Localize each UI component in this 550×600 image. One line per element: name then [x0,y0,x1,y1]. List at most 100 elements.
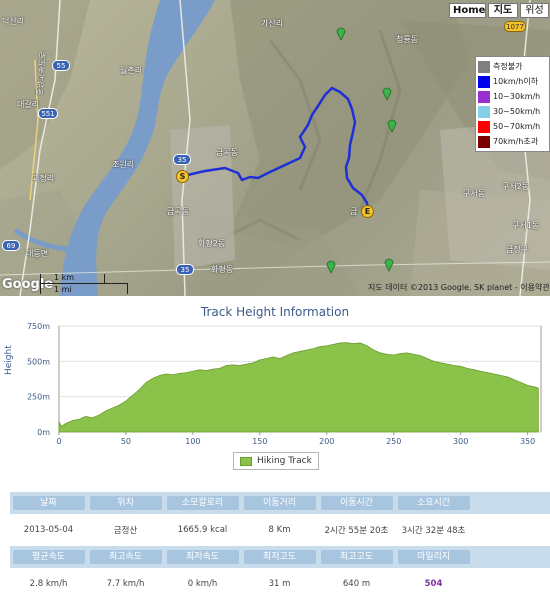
legend-swatch [478,105,490,118]
stats-header-cell: 최저속도 [164,546,241,568]
map-label-place: 구서1동 [512,221,540,230]
legend-swatch [478,75,490,88]
x-tick-label: 200 [319,437,334,446]
scale-bar [40,283,128,284]
map-type-button[interactable]: 지도 [488,3,518,18]
stats-header-label: 최고속도 [89,550,162,564]
stats-value: 8 Km [268,525,291,535]
chart-title: Track Height Information [200,305,350,319]
road-shield: 55 [52,60,70,71]
scale-tick [104,274,105,283]
stats-header-cell: 최고속도 [87,546,164,568]
stats-value: 31 m [268,579,291,589]
map-view[interactable]: 덕산리 가산리 청룡동 월촌리 대갈리 조원리 괴정리 금곡동 금곡동 화평2동… [0,0,550,296]
x-tick-label: 250 [386,437,401,446]
home-button[interactable]: Home [449,3,486,18]
stats-header-cell: 이동거리 [241,492,318,514]
height-chart: Track Height Information Height 0m 250m 50… [0,297,550,477]
stats-value: 2013-05-04 [23,525,74,535]
stats-header-row: 날짜 위치 소모칼로리 이동거리 이동시간 소요시간 [10,492,550,514]
x-tick-label: 50 [121,437,131,446]
stats-header-cell: 평균속도 [10,546,87,568]
stats-value-row: 2013-05-04 금정산 1665.9 kcal 8 Km 2시간 55분 … [10,514,550,546]
stats-header-cell: 소요시간 [395,492,472,514]
road-shield: 35 [173,154,191,165]
stats-header-label: 소모칼로리 [166,496,239,510]
legend-label-hiking: Hiking Track [257,456,312,466]
scale-mi-label: 1 mi [54,285,72,294]
legend-swatch [478,60,490,73]
satellite-type-button[interactable]: 위성 [520,3,549,18]
map-terrain [0,0,550,296]
legend-swatch [478,90,490,103]
stats-header-label: 이동거리 [243,496,316,510]
y-tick-label: 750m [27,322,50,331]
stats-header-row: 평균속도 최고속도 최저속도 최저고도 최고고도 마일리지 [10,546,550,568]
map-label-place: 금곡동 [167,207,190,216]
x-tick-label: 300 [453,437,468,446]
x-tick-label: 150 [252,437,267,446]
scale-km-label: 1 km [54,273,75,282]
stats-value-row: 2.8 km/h 7.7 km/h 0 km/h 31 m 640 m 504 [10,568,550,600]
map-label-place: 구서2동 [502,182,530,191]
stats-header-label: 이동시간 [320,496,393,510]
legend-swatch [478,135,490,148]
map-label-place: 화평2동 [198,239,226,248]
stats-header-cell: 최고고도 [318,546,395,568]
stats-header-label: 소요시간 [397,496,470,510]
road-shield: 69 [2,240,20,251]
stats-header-cell: 소모칼로리 [164,492,241,514]
map-label-place: 금곡동 [216,148,239,157]
chart-legend[interactable]: Hiking Track [233,452,319,470]
stats-value: 640 m [342,579,371,589]
stats-header-label: 날짜 [12,496,85,510]
legend-swatch-hiking [240,456,252,466]
map-label-place: 청룡동 [396,35,419,44]
scale-tick [127,284,128,294]
stats-value: 0 km/h [187,579,218,589]
legend-label: 10km/h이하 [493,77,539,86]
stats-header-cell: 이동시간 [318,492,395,514]
chart-plot: 0m 250m 500m 750m 0 50 100 150 200 250 300 350 [27,322,542,446]
y-tick-label: 500m [27,357,50,366]
map-scale: 1 km 1 mi [40,272,128,294]
map-label-place: 덕산리 [2,17,25,26]
road-shield: 551 [38,108,58,119]
legend-label: 10~30km/h [493,92,541,101]
legend-label: 70km/h초과 [493,137,539,146]
road-shield: 1077 [504,21,526,32]
road-shield: 35 [176,264,194,275]
stats-header-label: 마일리지 [397,550,470,564]
stats-value: 금정산 [113,526,138,536]
stats-value: 7.7 km/h [106,579,145,589]
stats-header-cell: 최저고도 [241,546,318,568]
stats-header-cell: 위치 [87,492,164,514]
stats-value: 1665.9 kcal [177,525,228,535]
x-tick-label: 350 [520,437,535,446]
map-label-place: 대갈리 [17,100,40,109]
stats-value: 2시간 55분 20초 [324,526,389,536]
legend-item: 10km/h이하 [478,74,547,89]
map-label-place: 가산리 [261,19,284,28]
x-tick-label: 100 [185,437,200,446]
map-label-place: 조원리 [112,160,135,169]
map-label-place: 괴정리 [32,174,55,183]
stats-header-label: 위치 [89,496,162,510]
elevation-area [58,342,539,433]
map-label-place: 금정구 [506,245,529,254]
speed-legend: 측정불가 10km/h이하 10~30km/h 30~50km/h 50~70k… [475,56,550,152]
map-label-place: 대동면 [26,249,49,258]
map-label-place: 월촌리 [120,66,143,75]
stats-value: 3시간 32분 48초 [401,526,466,536]
stats-header-label: 평균속도 [12,550,85,564]
legend-label: 50~70km/h [493,122,541,131]
legend-label: 측정불가 [493,62,523,71]
map-label-place: 금 [350,207,358,216]
stats-value: 2.8 km/h [29,579,68,589]
legend-item: 측정불가 [478,59,547,74]
legend-label: 30~50km/h [493,107,541,116]
end-marker[interactable]: E [361,205,374,218]
start-marker[interactable]: S [176,170,189,183]
track-stats-table: 날짜 위치 소모칼로리 이동거리 이동시간 소요시간 2013-05-04 금정… [10,492,550,600]
legend-item: 50~70km/h [478,119,547,134]
